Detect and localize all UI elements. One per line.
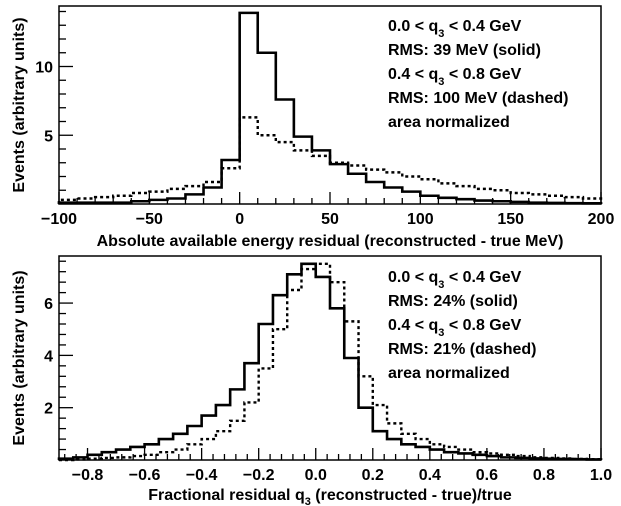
y-tick-label: 6 xyxy=(44,296,53,313)
legend-entry: RMS: 100 MeV (dashed) xyxy=(388,90,568,107)
x-ticks xyxy=(58,192,602,204)
x-axis-label-rest: (reconstructed - true)/true xyxy=(311,487,512,504)
x-tick-label: 100 xyxy=(407,211,434,228)
legend-entry-rest: < 0.8 GeV xyxy=(444,66,521,83)
legend-entry: RMS: 21% (dashed) xyxy=(388,341,536,358)
legend-entry-main: 0.0 < q xyxy=(388,269,438,286)
legend-entry: 0.4 < q3 < 0.8 GeV xyxy=(388,317,522,339)
legend-entry-rest: < 0.8 GeV xyxy=(444,317,521,334)
x-tick-label: −0.8 xyxy=(72,467,104,484)
x-tick-label: 0.4 xyxy=(419,467,441,484)
y-tick-label: 10 xyxy=(35,60,53,77)
legend-entry: area normalized xyxy=(388,365,510,382)
legend-entry-rest: < 0.4 GeV xyxy=(444,269,521,286)
legend-entry-subscript: 3 xyxy=(438,28,444,40)
x-tick-label: 0.0 xyxy=(305,467,327,484)
legend-entry-main: 0.0 < q xyxy=(388,18,438,35)
x-axis-label: Absolute available energy residual (reco… xyxy=(97,233,564,250)
x-tick-label: 0 xyxy=(235,211,244,228)
y-axis-label: Events (arbitrary units) xyxy=(11,17,28,192)
panels: −100 −50 0 50 100 150 200 5 10 Absolute available… xyxy=(11,5,615,506)
x-axis-label-subscript: 3 xyxy=(305,496,311,506)
x-tick-label: −100 xyxy=(41,211,77,228)
y-tick-label: 4 xyxy=(44,348,53,365)
x-axis-label: Fractional residual q3 (reconstructed - … xyxy=(148,487,512,506)
legend-entry-subscript: 3 xyxy=(438,327,444,339)
y-tick-label: 2 xyxy=(44,401,53,418)
y-ticks xyxy=(59,10,73,191)
legend-entry-main: 0.4 < q xyxy=(388,66,438,83)
panel-2: −0.8 −0.6 −0.4 −0.2 0.0 0.2 0.4 0.6 0.8 1.0 2 4 6 Fra… xyxy=(11,255,612,506)
x-tick-label: 0.2 xyxy=(362,467,384,484)
x-tick-label: 200 xyxy=(588,211,615,228)
y-ticks xyxy=(59,260,73,451)
legend-entry-subscript: 3 xyxy=(438,76,444,88)
panel-1: −100 −50 0 50 100 150 200 5 10 Absolute available… xyxy=(11,5,615,250)
x-tick-label: 0.6 xyxy=(476,467,498,484)
plot-frame xyxy=(58,255,602,461)
x-tick-label: 50 xyxy=(321,211,339,228)
x-tick-label: −0.4 xyxy=(186,467,218,484)
legend-entry: 0.0 < q3 < 0.4 GeV xyxy=(388,269,522,291)
y-axis-label: Events (arbitrary units) xyxy=(11,270,28,445)
legend-entry: 0.0 < q3 < 0.4 GeV xyxy=(388,18,522,40)
histogram-solid-series xyxy=(57,262,603,461)
x-tick-label: −0.2 xyxy=(243,467,275,484)
legend-entry: RMS: 24% (solid) xyxy=(388,293,518,310)
legend-entry-subscript: 3 xyxy=(438,279,444,291)
legend-entry-main: 0.4 < q xyxy=(388,317,438,334)
x-tick-label: 0.8 xyxy=(533,467,555,484)
x-axis-label-main: Fractional residual q xyxy=(148,487,304,504)
legend-entry: 0.4 < q3 < 0.8 GeV xyxy=(388,66,522,88)
legend-entry-rest: < 0.4 GeV xyxy=(444,18,521,35)
x-tick-label: −0.6 xyxy=(129,467,161,484)
legend-entry: area normalized xyxy=(388,114,510,131)
x-tick-label: −50 xyxy=(136,211,163,228)
x-tick-label: 1.0 xyxy=(590,467,612,484)
x-ticks xyxy=(64,448,602,460)
x-tick-label: 150 xyxy=(497,211,524,228)
y-tick-label: 5 xyxy=(44,128,53,145)
legend-entry: RMS: 39 MeV (solid) xyxy=(388,42,541,59)
